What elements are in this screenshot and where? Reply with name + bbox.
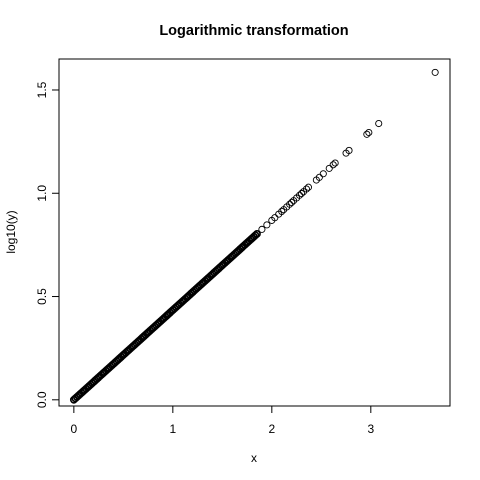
- data-point: [263, 221, 271, 229]
- data-point: [345, 146, 353, 154]
- data-point: [169, 306, 177, 314]
- data-point: [99, 369, 108, 377]
- data-point: [218, 261, 226, 269]
- data-point: [198, 279, 207, 287]
- data-point: [365, 128, 373, 137]
- data-point: [286, 200, 294, 208]
- y-tick-label: 1.5: [35, 81, 49, 98]
- y-tick-label: 0.5: [35, 288, 49, 305]
- data-point: [144, 328, 152, 337]
- chart-title: Logarithmic transformation: [159, 23, 348, 39]
- data-point: [258, 225, 266, 233]
- data-point: [363, 130, 371, 138]
- data-point: [134, 337, 142, 346]
- data-point: [70, 396, 78, 404]
- x-axis-label: x: [251, 451, 257, 465]
- data-point: [248, 234, 256, 242]
- data-point: [154, 319, 162, 328]
- data-point: [95, 373, 103, 381]
- data-point: [238, 243, 246, 251]
- data-point: [297, 189, 306, 198]
- data-point: [189, 288, 197, 296]
- data-point: [129, 342, 137, 350]
- data-point: [223, 257, 231, 265]
- data-point: [213, 266, 221, 274]
- data-point: [278, 207, 286, 215]
- y-axis-label: log10(y): [4, 210, 18, 253]
- data-point: [179, 297, 187, 305]
- data-point: [80, 387, 88, 395]
- data-point: [114, 355, 122, 363]
- data-point: [228, 252, 236, 260]
- data-point: [159, 315, 167, 323]
- data-point: [233, 248, 241, 256]
- data-point: [174, 302, 182, 310]
- data-point: [253, 230, 261, 238]
- data-points: [69, 68, 439, 404]
- data-point: [109, 360, 117, 368]
- y-tick-label: 0.0: [35, 391, 49, 408]
- data-point: [139, 333, 147, 341]
- data-point: [325, 164, 333, 172]
- data-point: [315, 173, 323, 181]
- data-point: [184, 293, 192, 301]
- data-point: [119, 351, 127, 359]
- data-point: [104, 364, 113, 372]
- data-point: [164, 311, 172, 319]
- data-point: [319, 170, 327, 178]
- data-point: [243, 239, 251, 247]
- data-point: [75, 391, 83, 399]
- data-point: [375, 119, 383, 128]
- data-point: [288, 198, 296, 206]
- data-point: [304, 183, 313, 191]
- data-point: [203, 275, 212, 283]
- y-tick-label: 1.0: [35, 185, 49, 202]
- y-axis: 0.0 0.5 1.0 1.5: [35, 81, 60, 408]
- x-tick-label: 2: [268, 422, 275, 436]
- x-tick-label: 1: [169, 422, 176, 436]
- x-axis: 0 1 2 3: [71, 405, 374, 436]
- data-point: [149, 324, 157, 332]
- data-point: [331, 159, 339, 167]
- data-point: [124, 346, 132, 355]
- data-point: [295, 191, 304, 199]
- data-point: [85, 382, 93, 390]
- data-point: [431, 68, 439, 76]
- data-point: [194, 284, 202, 292]
- data-point: [90, 378, 98, 386]
- data-point: [302, 185, 311, 193]
- data-point: [329, 161, 337, 169]
- data-point: [208, 270, 216, 278]
- x-tick-label: 0: [71, 422, 78, 436]
- x-tick-label: 3: [367, 422, 374, 436]
- data-point: [271, 214, 279, 222]
